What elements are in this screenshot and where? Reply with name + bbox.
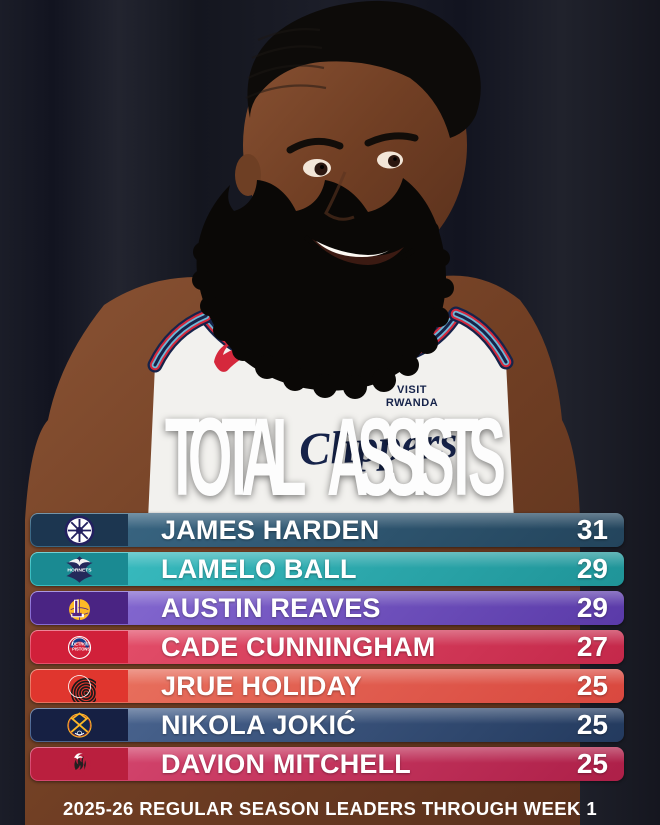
svg-text:PISTONS: PISTONS [72, 646, 90, 651]
svg-text:VISIT: VISIT [397, 384, 427, 396]
svg-text:DETROIT: DETROIT [72, 641, 91, 646]
svg-text:HORNETS: HORNETS [67, 567, 92, 573]
